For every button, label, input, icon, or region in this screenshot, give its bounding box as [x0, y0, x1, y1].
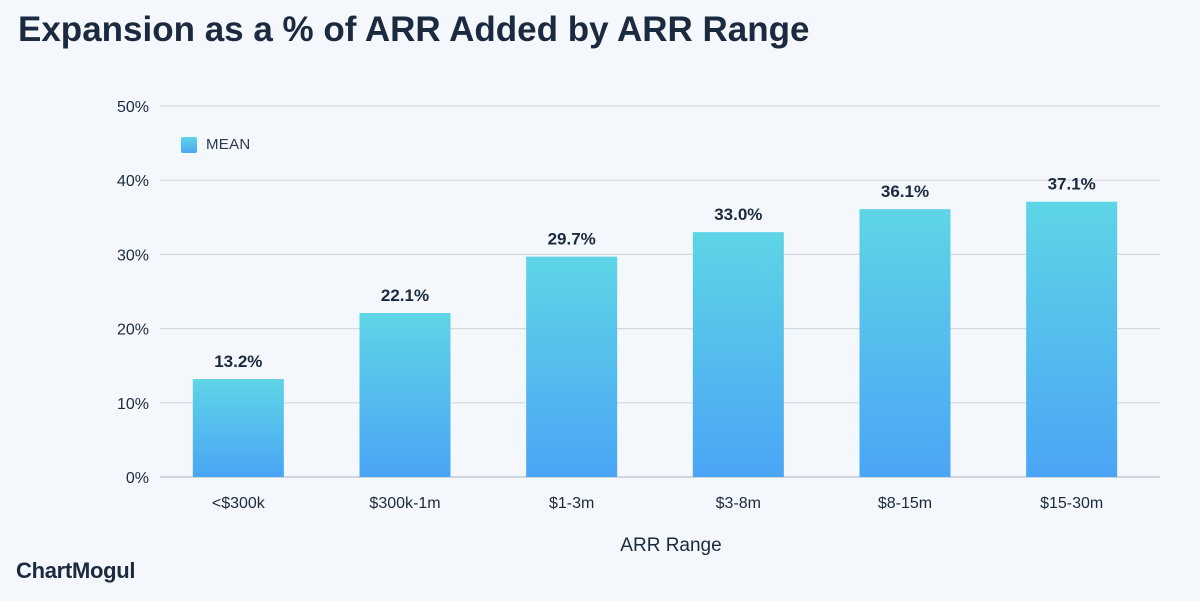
gridlines [160, 105, 1160, 478]
y-tick-label: 40% [117, 173, 149, 190]
bar [192, 379, 284, 477]
x-tick-label: $3-8m [716, 495, 761, 512]
bar-value-label: 36.1% [881, 182, 929, 201]
x-axis-title: ARR Range [620, 535, 721, 556]
bar-value-label: 37.1% [1048, 175, 1096, 194]
bar-value-label: 29.7% [548, 230, 596, 249]
chart-title: Expansion as a % of ARR Added by ARR Ran… [18, 10, 810, 49]
bar [692, 232, 784, 477]
x-tick-label: <$300k [212, 495, 266, 512]
bar-value-label: 22.1% [381, 286, 429, 305]
legend-swatch-mean [181, 136, 197, 153]
value-labels: 13.2% 22.1% 29.7% 33.0% 36.1% 37.1% [214, 175, 1096, 371]
y-tick-label: 10% [117, 396, 149, 413]
y-axis-ticks: 0% 10% 20% 30% 40% 50% [117, 99, 149, 487]
x-tick-label: $15-30m [1040, 495, 1103, 512]
x-axis-ticks: <$300k $300k-1m $1-3m $3-8m $8-15m $15-30m [212, 495, 1103, 512]
y-tick-label: 50% [117, 99, 149, 116]
bar [859, 209, 951, 477]
bars [192, 201, 1118, 477]
chartmogul-logo: ChartMogul [16, 558, 136, 583]
bar-value-label: 33.0% [714, 205, 762, 224]
bar [1026, 201, 1118, 477]
bar [526, 256, 618, 477]
y-tick-label: 30% [117, 247, 149, 264]
x-tick-label: $300k-1m [369, 495, 440, 512]
legend-label-mean: MEAN [206, 136, 251, 153]
y-tick-label: 20% [117, 322, 149, 339]
bar [359, 313, 451, 477]
bar-value-label: 13.2% [214, 352, 262, 371]
legend: MEAN [181, 136, 251, 153]
x-tick-label: $8-15m [878, 495, 932, 512]
y-tick-label: 0% [126, 470, 149, 487]
x-tick-label: $1-3m [549, 495, 594, 512]
